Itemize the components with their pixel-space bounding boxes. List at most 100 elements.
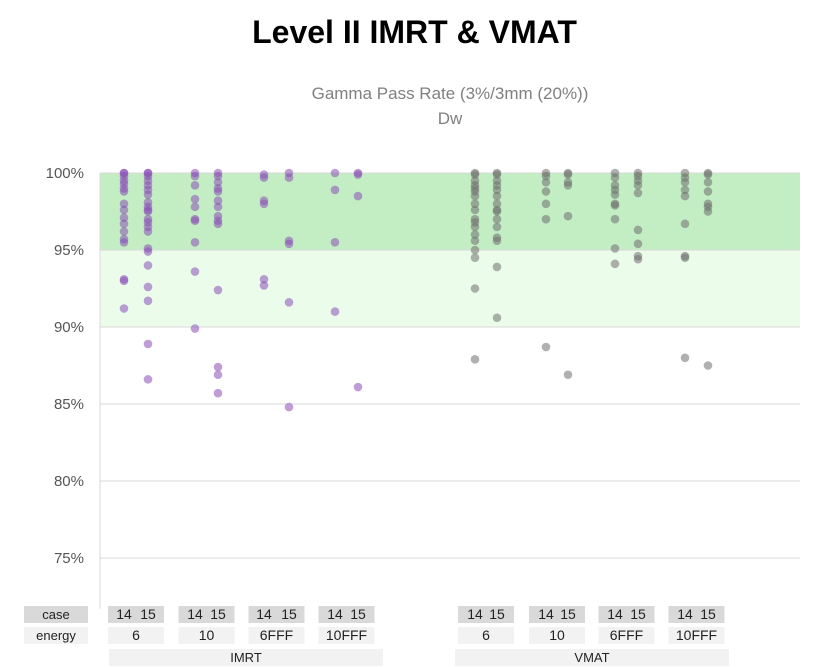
- case-box: [248, 606, 305, 623]
- case-box: [529, 606, 585, 623]
- data-point-imrt: [190, 267, 200, 276]
- data-point-vmat: [610, 259, 620, 269]
- data-point-imrt: [330, 168, 340, 178]
- data-point-imrt: [259, 199, 269, 209]
- case-label: 14: [116, 606, 132, 622]
- data-point-vmat: [470, 230, 480, 239]
- data-point-vmat: [492, 170, 502, 179]
- chart-subtitle: Dw: [437, 109, 463, 128]
- data-point-vmat: [563, 370, 573, 380]
- data-point-vmat: [541, 214, 551, 224]
- data-point-vmat: [633, 188, 643, 198]
- data-point-imrt: [330, 307, 340, 316]
- data-point-vmat: [492, 214, 502, 224]
- data-point-imrt: [330, 185, 340, 195]
- data-point-imrt: [213, 196, 223, 206]
- data-point-imrt: [190, 202, 200, 212]
- case-box: [318, 606, 375, 623]
- data-point-imrt: [143, 247, 153, 256]
- data-point-imrt: [190, 194, 200, 204]
- case-box: [668, 606, 725, 623]
- case-label: 14: [607, 606, 623, 622]
- data-point-imrt: [330, 238, 340, 247]
- energy-label: 10FFF: [676, 627, 717, 643]
- data-point-imrt: [143, 227, 153, 236]
- data-point-imrt: [119, 276, 129, 286]
- data-point-imrt: [213, 285, 223, 295]
- chart-title: Gamma Pass Rate (3%/3mm (20%)): [311, 84, 589, 103]
- energy-label: 6: [132, 627, 140, 643]
- data-point-vmat: [703, 187, 713, 196]
- case-label: 15: [560, 606, 576, 622]
- energy-label: 6FFF: [610, 627, 643, 643]
- data-point-imrt: [213, 202, 223, 212]
- case-label: 15: [700, 606, 716, 622]
- data-points: [119, 168, 713, 412]
- energy-label: 10: [549, 627, 565, 643]
- case-label: 15: [630, 606, 646, 622]
- group-label-imrt: IMRT: [230, 650, 262, 665]
- data-point-vmat: [470, 222, 480, 232]
- data-point-vmat: [541, 177, 551, 187]
- data-point-imrt: [143, 375, 153, 384]
- data-point-vmat: [492, 222, 502, 232]
- data-point-vmat: [680, 191, 690, 201]
- data-point-vmat: [492, 207, 502, 216]
- case-label: 14: [467, 606, 483, 622]
- data-point-vmat: [703, 207, 713, 216]
- data-point-vmat: [470, 245, 480, 255]
- data-point-imrt: [353, 191, 363, 201]
- data-point-imrt: [213, 187, 223, 196]
- energy-box: [108, 627, 164, 644]
- data-point-vmat: [470, 236, 480, 246]
- data-point-imrt: [259, 173, 269, 182]
- data-point-vmat: [633, 254, 643, 264]
- data-point-vmat: [680, 177, 690, 187]
- data-point-imrt: [119, 187, 129, 196]
- data-point-vmat: [492, 191, 502, 201]
- energy-box: [458, 627, 514, 644]
- case-row-label-bg: [24, 606, 88, 623]
- data-point-imrt: [259, 274, 269, 284]
- data-point-imrt: [353, 382, 363, 392]
- data-point-vmat: [680, 353, 690, 363]
- y-tick-label: 85%: [54, 396, 84, 413]
- data-point-imrt: [353, 170, 363, 179]
- data-point-imrt: [119, 219, 129, 229]
- y-tick-label: 90%: [54, 319, 84, 336]
- data-point-vmat: [563, 211, 573, 221]
- band-1: [100, 250, 800, 327]
- data-point-imrt: [143, 207, 153, 216]
- data-point-vmat: [470, 253, 480, 262]
- data-point-vmat: [633, 239, 643, 249]
- data-point-imrt: [119, 238, 129, 247]
- case-label: 15: [140, 606, 156, 622]
- data-point-vmat: [703, 170, 713, 179]
- data-point-imrt: [284, 239, 294, 249]
- data-point-vmat: [680, 253, 690, 262]
- case-label: 15: [489, 606, 505, 622]
- data-point-vmat: [563, 170, 573, 179]
- data-point-imrt: [119, 205, 129, 215]
- data-point-imrt: [213, 388, 223, 398]
- energy-label: 10: [199, 627, 215, 643]
- case-box: [598, 606, 655, 623]
- data-point-imrt: [119, 304, 129, 313]
- energy-box: [668, 627, 725, 644]
- data-point-vmat: [470, 284, 480, 293]
- case-box: [108, 606, 164, 623]
- energy-box: [529, 627, 585, 644]
- data-point-imrt: [190, 171, 200, 181]
- data-point-imrt: [213, 362, 223, 372]
- data-point-vmat: [680, 185, 690, 195]
- data-point-vmat: [470, 199, 480, 209]
- data-point-vmat: [610, 190, 620, 199]
- data-point-imrt: [143, 339, 153, 349]
- data-point-vmat: [492, 236, 502, 246]
- data-point-imrt: [190, 181, 200, 190]
- y-tick-label: 80%: [54, 473, 84, 490]
- data-point-imrt: [143, 190, 153, 199]
- data-point-imrt: [284, 173, 294, 182]
- data-point-vmat: [680, 219, 690, 229]
